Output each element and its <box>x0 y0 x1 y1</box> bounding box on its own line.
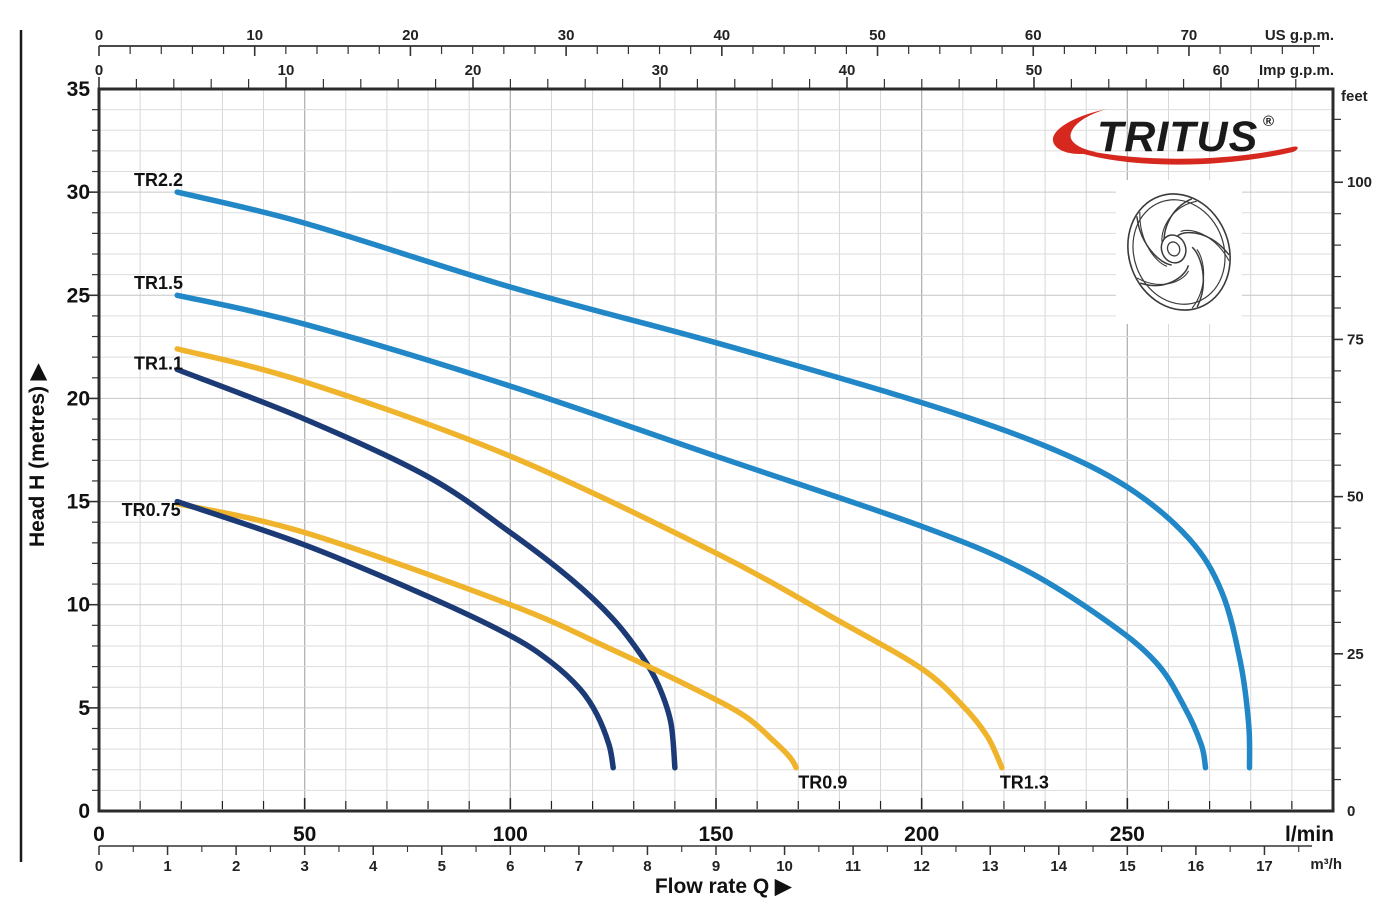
m3h-unit-label: m³/h <box>1310 856 1342 873</box>
plot-border <box>97 87 1335 813</box>
metres-label-15: 15 <box>67 491 91 514</box>
m3h-label-7: 7 <box>575 858 583 875</box>
feet-label-25: 25 <box>1347 646 1364 663</box>
lmin-label-100: 100 <box>493 823 528 846</box>
curve-TR1.3 <box>174 346 1005 771</box>
lmin-label-0: 0 <box>93 823 105 846</box>
lmin-label-250: 250 <box>1110 823 1145 846</box>
metres-label-5: 5 <box>78 697 90 720</box>
imp-gpm-label-10: 10 <box>278 62 295 79</box>
impeller-vane-edge-2 <box>1135 210 1167 271</box>
lmin-label-200: 200 <box>904 823 939 846</box>
imp-gpm-label-0: 0 <box>95 62 103 79</box>
metres-label-20: 20 <box>67 387 90 410</box>
impeller-vane-edge-1 <box>1137 261 1190 294</box>
curve-TR0.9 <box>174 500 799 771</box>
curve-label-TR2.2: TR2.2 <box>134 170 183 190</box>
us-gpm-label-0: 0 <box>95 27 103 44</box>
m3h-label-6: 6 <box>506 858 514 875</box>
m3h-label-15: 15 <box>1119 858 1136 875</box>
m3h-label-11: 11 <box>845 858 861 875</box>
curve-label-TR0.75: TR0.75 <box>122 500 181 520</box>
metres-label-30: 30 <box>67 181 90 204</box>
us-gpm-label-70: 70 <box>1181 27 1198 44</box>
m3h-label-8: 8 <box>643 858 651 875</box>
feet-label-0: 0 <box>1347 803 1355 820</box>
metres-label-10: 10 <box>67 594 90 617</box>
tritus-logo: TRITUS ® <box>1052 109 1298 165</box>
impeller-drawing <box>1112 179 1246 324</box>
m3h-label-2: 2 <box>232 858 240 875</box>
feet-label-100: 100 <box>1347 174 1372 191</box>
curve-label-TR0.9: TR0.9 <box>798 772 847 792</box>
impeller-sketch <box>1112 179 1246 324</box>
m3h-label-12: 12 <box>913 858 930 875</box>
head-axis-title: Head H (metres) ▶ <box>26 363 49 547</box>
impeller-hub-bore <box>1166 240 1182 257</box>
m3h-label-10: 10 <box>776 858 793 875</box>
metres-label-0: 0 <box>78 800 90 823</box>
us-gpm-label-20: 20 <box>402 27 419 44</box>
m3h-label-4: 4 <box>369 858 378 875</box>
us-gpm-label-10: 10 <box>246 27 263 44</box>
impeller-vane-edge-4 <box>1181 219 1229 273</box>
imp-gpm-label-40: 40 <box>839 62 856 79</box>
logo-swoosh-tail <box>1053 141 1298 165</box>
curve-TR1.5 <box>174 292 1209 771</box>
feet-label-50: 50 <box>1347 489 1364 506</box>
m3h-label-0: 0 <box>95 858 103 875</box>
impeller-vane-0 <box>1177 246 1214 307</box>
m3h-label-17: 17 <box>1256 858 1273 875</box>
us-gpm-label-40: 40 <box>713 27 730 44</box>
us-gpm-label-60: 60 <box>1025 27 1042 44</box>
curve-TR1.1 <box>174 366 678 771</box>
m3h-label-14: 14 <box>1050 858 1067 875</box>
curve-TR2.2 <box>174 189 1253 771</box>
logo-wordmark: TRITUS <box>1097 113 1258 161</box>
feet-unit-label: feet <box>1341 88 1368 105</box>
us-gpm-unit-label: US g.p.m. <box>1265 27 1334 44</box>
impeller-vane-4 <box>1177 221 1229 269</box>
curve-label-TR1.1: TR1.1 <box>134 354 183 374</box>
curve-label-TR1.3: TR1.3 <box>1000 772 1049 792</box>
us-gpm-label-30: 30 <box>558 27 575 44</box>
imp-gpm-label-30: 30 <box>652 62 669 79</box>
imp-gpm-unit-label: Imp g.p.m. <box>1259 62 1334 79</box>
m3h-label-13: 13 <box>982 858 999 875</box>
chart-generated-layer: 0 10 20 30 40 50 60 700 10 20 30 40 50 60051015202530… <box>67 27 1372 875</box>
imp-gpm-label-20: 20 <box>465 62 482 79</box>
logo-registered-mark: ® <box>1263 113 1274 130</box>
impeller-vane-edge-0 <box>1174 249 1216 308</box>
imp-gpm-label-60: 60 <box>1213 62 1230 79</box>
lmin-unit-label: l/min <box>1285 823 1334 846</box>
impeller-rim-inner <box>1119 187 1240 318</box>
m3h-label-16: 16 <box>1188 858 1205 875</box>
m3h-label-3: 3 <box>300 858 308 875</box>
curve-TR0.75 <box>174 498 616 771</box>
curve-label-TR1.5: TR1.5 <box>134 273 183 293</box>
us-gpm-label-50: 50 <box>869 27 886 44</box>
m3h-label-1: 1 <box>163 858 171 875</box>
impeller-vane-1 <box>1140 265 1192 292</box>
metres-label-35: 35 <box>67 78 91 101</box>
metres-label-25: 25 <box>67 284 91 307</box>
imp-gpm-label-50: 50 <box>1026 62 1043 79</box>
m3h-label-5: 5 <box>438 858 446 875</box>
flow-rate-axis-title: Flow rate Q ▶ <box>655 875 792 898</box>
feet-label-75: 75 <box>1347 331 1364 348</box>
impeller-vane-edge-3 <box>1153 201 1206 242</box>
impeller-vane-2 <box>1135 211 1172 271</box>
lmin-label-50: 50 <box>293 823 316 846</box>
logo-swoosh-crescent <box>1052 109 1107 154</box>
m3h-label-9: 9 <box>712 858 720 875</box>
lmin-label-150: 150 <box>698 823 733 846</box>
